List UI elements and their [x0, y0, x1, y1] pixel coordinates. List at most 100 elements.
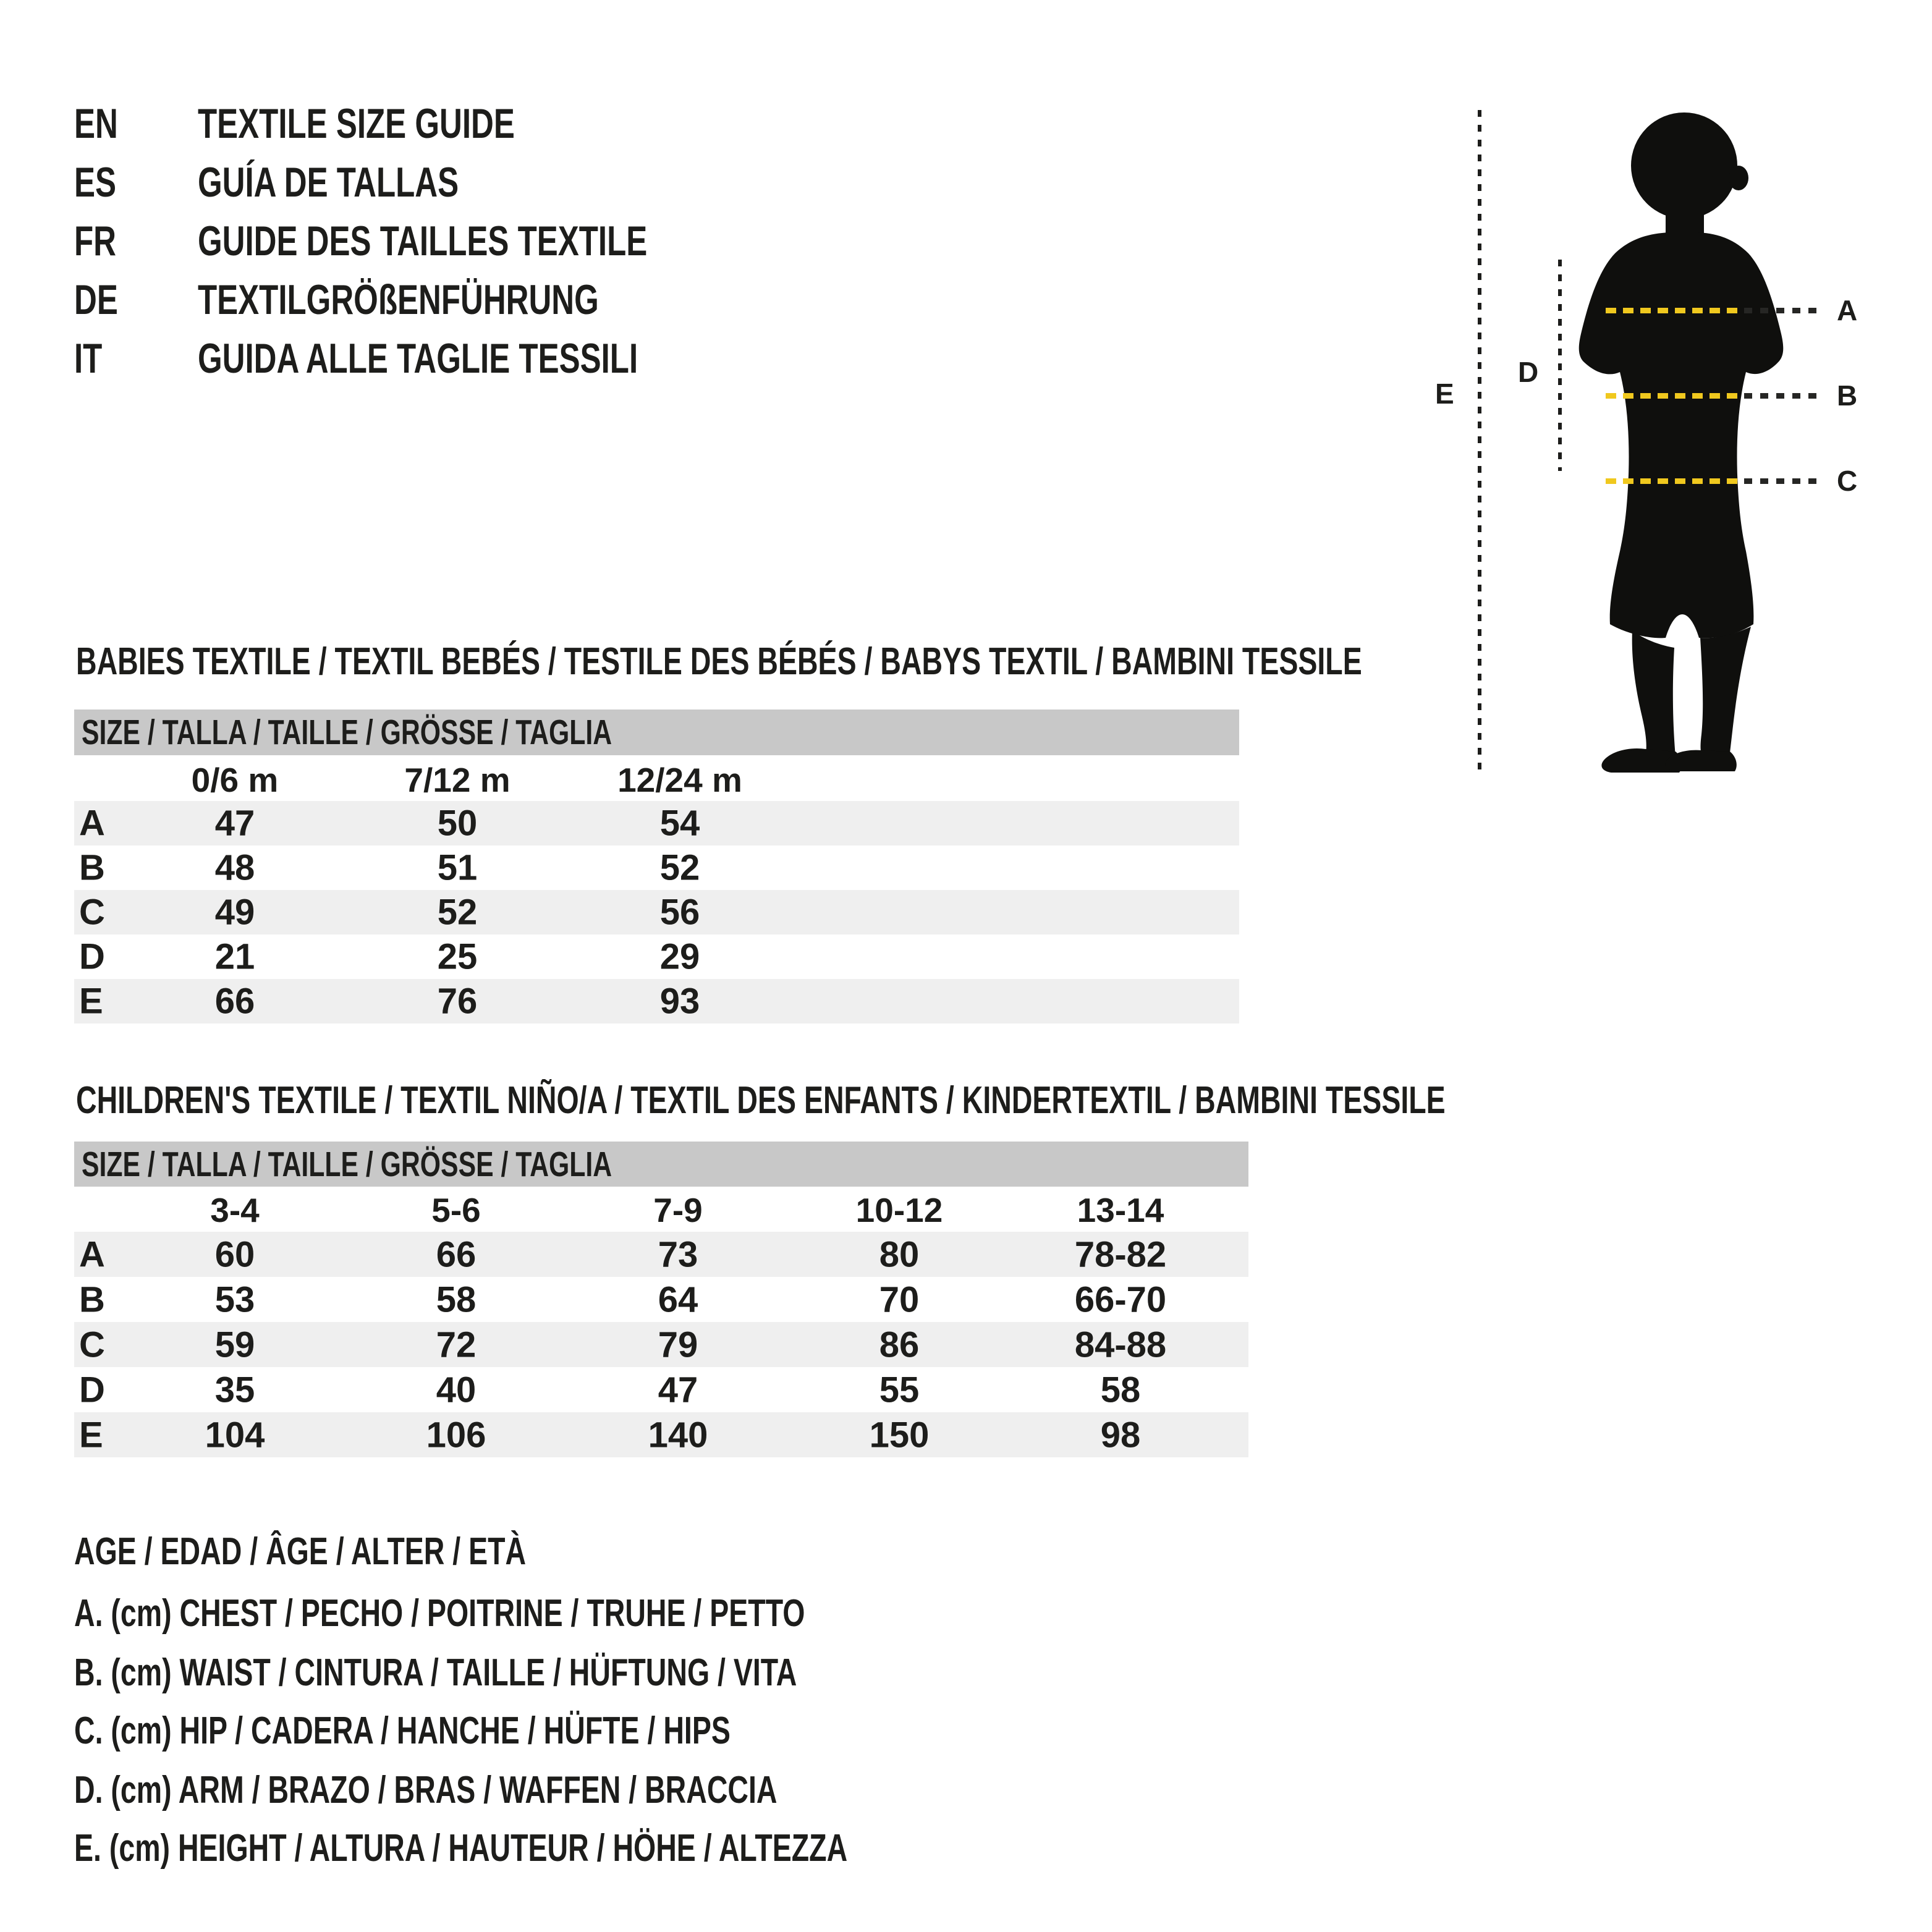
cell: 64: [658, 1279, 698, 1320]
hip-line-dark: [1744, 478, 1823, 484]
waist-line-yellow: [1606, 393, 1739, 399]
babies-size-header-bar: SIZE / TALLA / TAILLE / GRÖSSE / TAGLIA: [74, 710, 1239, 755]
lang-label: GUIDA ALLE TAGLIE TESSILI: [198, 334, 638, 382]
cell: 47: [214, 803, 255, 844]
cell: 72: [436, 1324, 477, 1365]
row-letter: C: [79, 892, 105, 933]
lang-row-en: EN TEXTILE SIZE GUIDE: [74, 94, 797, 153]
col-header: 12/24 m: [617, 761, 742, 799]
legend-text: C. (cm) HIP / CADERA / HANCHE / HÜFTE / …: [74, 1709, 731, 1752]
babies-col-header-row: 0/6 m 7/12 m 12/24 m: [74, 759, 1239, 801]
row-letter: E: [79, 1415, 103, 1455]
legend-text: A. (cm) CHEST / PECHO / POITRINE / TRUHE…: [74, 1591, 805, 1635]
row-letter: B: [79, 847, 105, 888]
chest-label: A: [1837, 294, 1858, 326]
table-row-d: D 35 40 47 55 58: [74, 1367, 1248, 1412]
waist-label: B: [1837, 379, 1858, 412]
lang-code: FR: [74, 217, 116, 265]
col-header: 3-4: [210, 1191, 260, 1229]
table-row-a: A 47 50 54: [74, 801, 1239, 845]
children-col-header-row: 3-4 5-6 7-9 10-12 13-14: [74, 1189, 1248, 1231]
lang-row-fr: FR GUIDE DES TAILLES TEXTILE: [74, 211, 797, 270]
lang-label: GUIDE DES TAILLES TEXTILE: [198, 217, 648, 265]
cell: 54: [659, 803, 700, 844]
cell: 53: [214, 1279, 255, 1320]
lang-code: DE: [74, 276, 118, 323]
table-row-e: E 104 106 140 150 98: [74, 1412, 1248, 1457]
legend-text: B. (cm) WAIST / CINTURA / TAILLE / HÜFTU…: [74, 1651, 797, 1694]
row-letter: E: [79, 981, 103, 1022]
cell: 50: [437, 803, 478, 844]
cell: 49: [214, 892, 255, 933]
col-header: 0/6 m: [191, 761, 279, 799]
legend-text: E. (cm) HEIGHT / ALTURA / HAUTEUR / HÖHE…: [74, 1826, 848, 1870]
row-letter: B: [79, 1279, 105, 1320]
silhouette-body: [1578, 232, 1784, 638]
arm-label: D: [1518, 356, 1539, 388]
table-row-d: D 21 25 29: [74, 934, 1239, 979]
legend-arm: D. (cm) ARM / BRAZO / BRAS / WAFFEN / BR…: [74, 1765, 1012, 1815]
cell: 106: [426, 1415, 486, 1455]
lang-label: TEXTILE SIZE GUIDE: [198, 100, 515, 147]
lang-code: IT: [74, 334, 103, 382]
cell: 78-82: [1074, 1234, 1167, 1274]
cell: 55: [879, 1370, 920, 1410]
legend-hip: C. (cm) HIP / CADERA / HANCHE / HÜFTE / …: [74, 1706, 949, 1755]
chest-line-yellow: [1606, 308, 1739, 313]
table-row-c: C 59 72 79 86 84-88: [74, 1322, 1248, 1367]
cell: 58: [1100, 1370, 1141, 1410]
silhouette-left-shoe: [1601, 748, 1682, 773]
cell: 80: [879, 1234, 920, 1274]
cell: 66: [214, 981, 255, 1022]
cell: 47: [658, 1370, 698, 1410]
cell: 51: [437, 847, 478, 888]
silhouette-right-shoe: [1665, 750, 1737, 771]
col-header: 13-14: [1077, 1191, 1164, 1229]
cell: 79: [658, 1324, 698, 1365]
legend-waist: B. (cm) WAIST / CINTURA / TAILLE / HÜFTU…: [74, 1648, 1038, 1697]
hip-label: C: [1837, 465, 1858, 497]
cell: 25: [437, 936, 478, 977]
hip-line-yellow: [1606, 478, 1739, 484]
row-letter: D: [79, 936, 105, 977]
lang-row-it: IT GUIDA ALLE TAGLIE TESSILI: [74, 329, 797, 388]
col-header: 7-9: [653, 1191, 703, 1229]
legend-text: D. (cm) ARM / BRAZO / BRAS / WAFFEN / BR…: [74, 1768, 777, 1811]
col-header: 5-6: [431, 1191, 481, 1229]
cell: 52: [437, 892, 478, 933]
table-row-c: C 49 52 56: [74, 890, 1239, 934]
children-title-text: CHILDREN'S TEXTILE / TEXTIL NIÑO/A / TEX…: [76, 1079, 1446, 1122]
lang-row-de: DE TEXTILGRÖßENFÜHRUNG: [74, 270, 797, 329]
row-letter: D: [79, 1370, 105, 1410]
cell: 98: [1100, 1415, 1141, 1455]
legend-age: AGE / EDAD / ÂGE / ALTER / ETÀ: [74, 1527, 677, 1576]
cell: 84-88: [1074, 1324, 1167, 1365]
table-row-b: B 48 51 52: [74, 845, 1239, 890]
language-title-block: EN TEXTILE SIZE GUIDE ES GUÍA DE TALLAS …: [74, 94, 797, 388]
babies-section-title: BABIES TEXTILE / TEXTIL BEBÉS / TESTILE …: [76, 643, 1790, 681]
col-header: 10-12: [855, 1191, 943, 1229]
table-row-a: A 60 66 73 80 78-82: [74, 1232, 1248, 1277]
legend-text: AGE / EDAD / ÂGE / ALTER / ETÀ: [74, 1530, 527, 1573]
cell: 59: [214, 1324, 255, 1365]
silhouette-left-leg: [1632, 630, 1676, 756]
cell: 140: [648, 1415, 708, 1455]
children-size-header-label: SIZE / TALLA / TAILLE / GRÖSSE / TAGLIA: [82, 1144, 612, 1184]
cell: 52: [659, 847, 700, 888]
cell: 70: [879, 1279, 920, 1320]
silhouette-ear: [1729, 166, 1748, 190]
cell: 21: [214, 936, 255, 977]
silhouette-right-leg: [1700, 627, 1751, 754]
table-row-e: E 66 76 93: [74, 979, 1239, 1023]
babies-size-header-label: SIZE / TALLA / TAILLE / GRÖSSE / TAGLIA: [82, 713, 612, 752]
arm-measure-line: [1558, 260, 1562, 471]
cell: 73: [658, 1234, 698, 1274]
child-silhouette: [1578, 112, 1784, 773]
cell: 60: [214, 1234, 255, 1274]
lang-row-es: ES GUÍA DE TALLAS: [74, 153, 797, 211]
lang-code: ES: [74, 158, 117, 206]
lang-code: EN: [74, 100, 118, 147]
cell: 104: [205, 1415, 265, 1455]
cell: 150: [869, 1415, 930, 1455]
cell: 93: [659, 981, 700, 1022]
